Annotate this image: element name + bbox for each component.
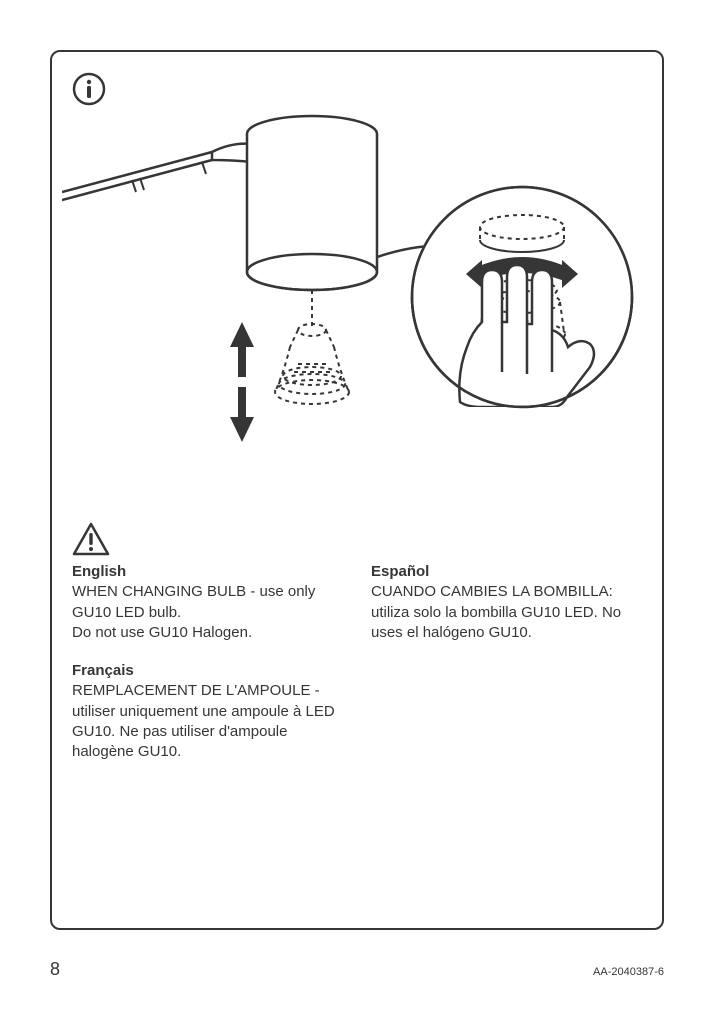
lang-block-francais: Français REMPLACEMENT DE L'AMPOULE - uti… — [72, 661, 343, 762]
lang-title: Français — [72, 661, 343, 681]
lang-title: English — [72, 562, 343, 582]
manual-page: English WHEN CHANGING BULB - use only GU… — [0, 0, 714, 1012]
callout-circle — [402, 187, 642, 467]
warning-icon — [72, 522, 110, 556]
lang-block-english: English WHEN CHANGING BULB - use only GU… — [72, 562, 343, 643]
lang-block-espanol: Español CUANDO CAMBIES LA BOMBILLA: util… — [371, 562, 642, 643]
instruction-text: English WHEN CHANGING BULB - use only GU… — [72, 562, 642, 780]
lang-body: CUANDO CAMBIES LA BOMBILLA: utiliza solo… — [371, 582, 642, 643]
up-down-arrows — [230, 322, 254, 442]
lang-title: Español — [371, 562, 642, 582]
lang-body: WHEN CHANGING BULB - use only GU10 LED b… — [72, 582, 343, 643]
page-number: 8 — [50, 959, 60, 980]
right-column: Español CUANDO CAMBIES LA BOMBILLA: util… — [371, 562, 642, 780]
left-column: English WHEN CHANGING BULB - use only GU… — [72, 562, 343, 780]
bulb-change-diagram — [62, 72, 652, 502]
content-frame: English WHEN CHANGING BULB - use only GU… — [50, 50, 664, 930]
bulb-dashed — [275, 324, 349, 404]
lamp-arm — [62, 144, 252, 200]
lang-body: REMPLACEMENT DE L'AMPOULE - utiliser uni… — [72, 681, 343, 762]
lamp-head-cylinder — [247, 116, 377, 290]
document-id: AA-2040387-6 — [593, 966, 664, 978]
